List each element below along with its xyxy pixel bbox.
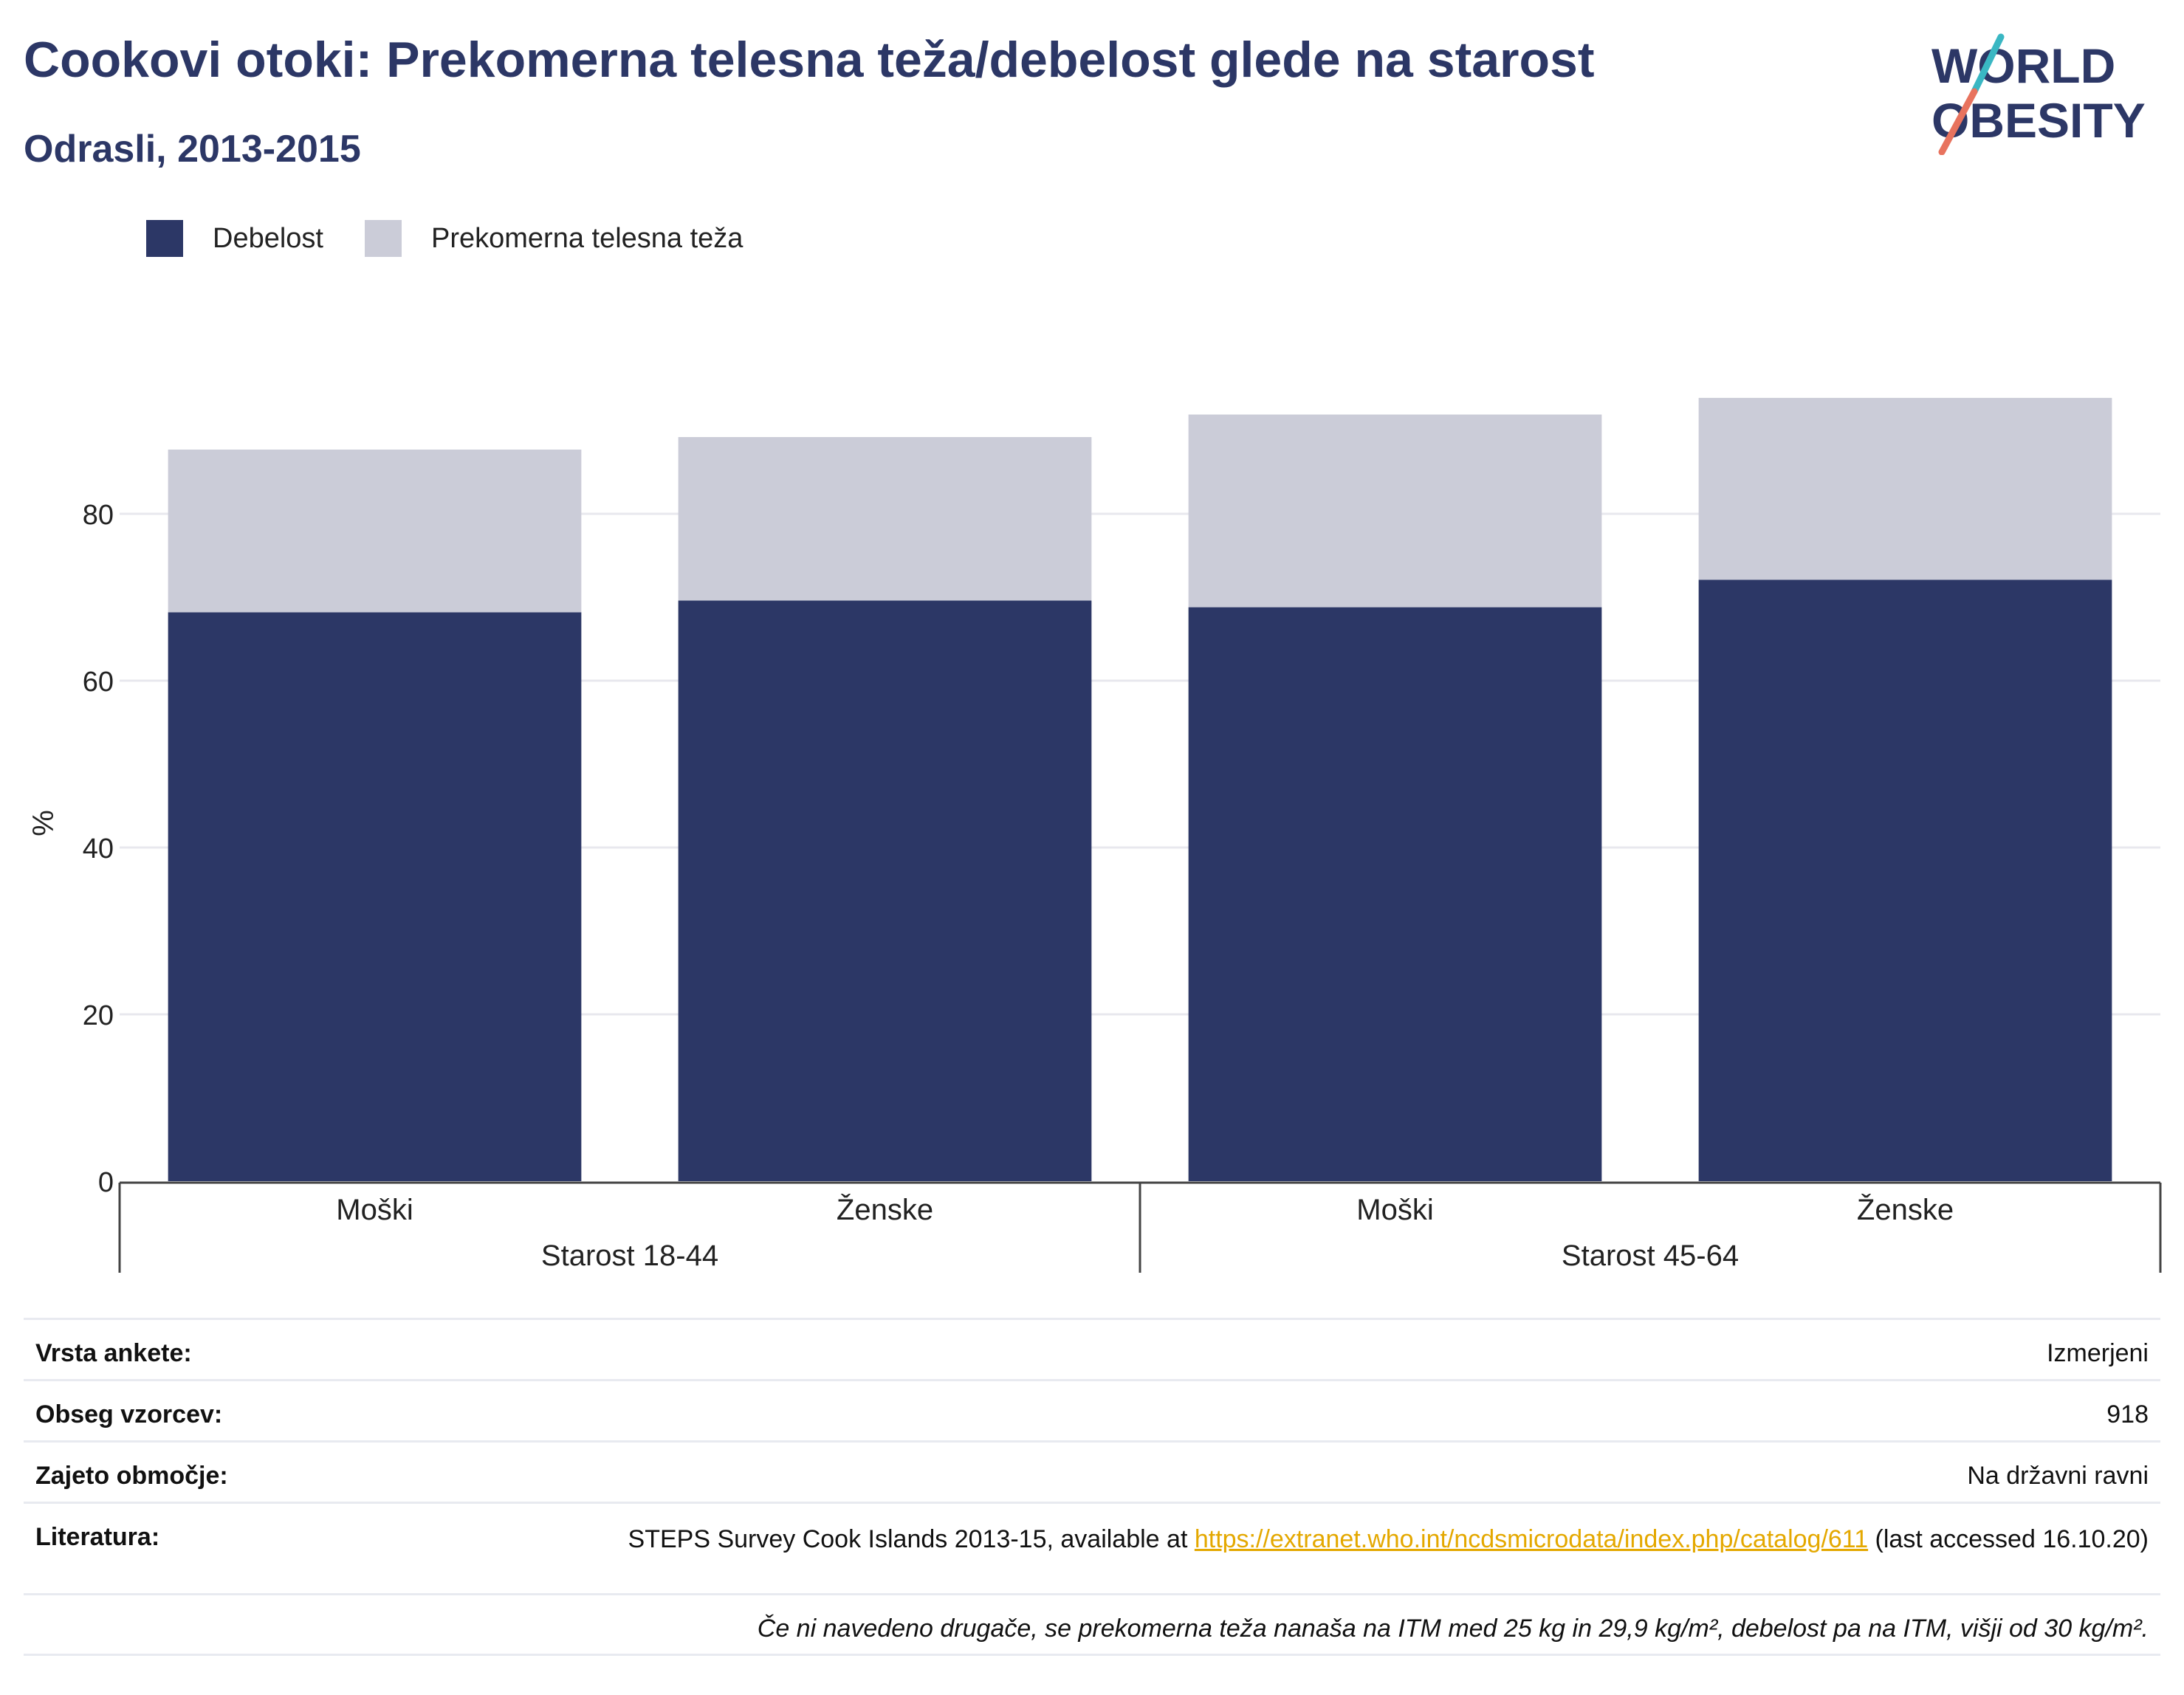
survey-type-value: Izmerjeni <box>2047 1339 2149 1367</box>
chart-subtitle: Odrasli, 2013-2015 <box>24 128 361 171</box>
bar-obesity <box>1188 607 1602 1181</box>
x-tick-label: Moški <box>336 1194 413 1226</box>
info-row-sample-size: Obseg vzorcev: 918 <box>24 1379 2160 1440</box>
bar-chart: 0 20 40 60 80% Moški Ženske Moški Ženske Starost … <box>27 397 2162 1273</box>
coverage-value: Na državni ravni <box>1967 1462 2149 1490</box>
x-tick-label: Ženske <box>1857 1193 1954 1226</box>
reference-label: Literatura: <box>35 1523 160 1551</box>
coverage-label: Zajeto območje: <box>35 1462 228 1490</box>
bar-overweight <box>1698 397 2112 580</box>
reference-link[interactable]: https://extranet.who.int/ncdsmicrodata/i… <box>1194 1525 1869 1553</box>
info-row-survey-type: Vrsta ankete: Izmerjeni <box>24 1318 2160 1379</box>
bar-obesity <box>678 600 1092 1181</box>
y-tick-label: 60 <box>83 667 114 698</box>
legend-swatch-obesity <box>146 220 183 257</box>
logo-line-1: WORLD <box>1931 38 2115 93</box>
info-row-coverage: Zajeto območje: Na državni ravni <box>24 1440 2160 1502</box>
sample-size-value: 918 <box>2106 1400 2149 1428</box>
y-tick-label: 0 <box>98 1167 114 1198</box>
bar-obesity <box>1698 580 2112 1181</box>
bar-overweight <box>1188 414 1602 608</box>
legend-item-obesity: Debelost <box>146 220 323 257</box>
legend-label-obesity: Debelost <box>213 222 323 254</box>
bmi-note: Če ni navedeno drugače, se prekomerna te… <box>757 1615 2149 1643</box>
y-tick-label: 20 <box>83 1000 114 1031</box>
sample-size-label: Obseg vzorcev: <box>35 1400 223 1428</box>
group-label: Starost 18-44 <box>541 1240 718 1272</box>
info-table-bottom-border <box>24 1654 2160 1656</box>
bar-overweight <box>168 449 582 613</box>
legend-label-overweight: Prekomerna telesna teža <box>430 222 744 254</box>
legend-item-overweight: Prekomerna telesna teža <box>364 220 744 257</box>
reference-accessed: (last accessed 16.10.20) <box>1868 1525 2149 1553</box>
chart-legend: Debelost Prekomerna telesna teža <box>146 220 784 257</box>
bar-overweight <box>678 437 1092 601</box>
x-tick-label: Moški <box>1356 1194 1433 1226</box>
world-obesity-logo: WORLD OBESITY <box>1931 33 2146 155</box>
info-row-reference: Literatura: STEPS Survey Cook Islands 20… <box>24 1502 2160 1593</box>
bar-obesity <box>168 612 582 1181</box>
survey-type-label: Vrsta ankete: <box>35 1339 192 1367</box>
reference-text: STEPS Survey Cook Islands 2013-15, avail… <box>628 1525 1195 1553</box>
info-table: Vrsta ankete: Izmerjeni Obseg vzorcev: 9… <box>24 1318 2160 1656</box>
reference-value: STEPS Survey Cook Islands 2013-15, avail… <box>598 1523 2149 1555</box>
chart-title: Cookovi otoki: Prekomerna telesna teža/d… <box>24 32 1595 88</box>
legend-swatch-overweight <box>364 220 402 257</box>
x-tick-label: Ženske <box>837 1193 933 1226</box>
group-label: Starost 45-64 <box>1562 1240 1739 1272</box>
info-row-note: Če ni navedeno drugače, se prekomerna te… <box>24 1593 2160 1654</box>
y-tick-label: 80 <box>83 500 114 531</box>
y-axis-label: % <box>27 810 60 836</box>
y-tick-label: 40 <box>83 833 114 864</box>
